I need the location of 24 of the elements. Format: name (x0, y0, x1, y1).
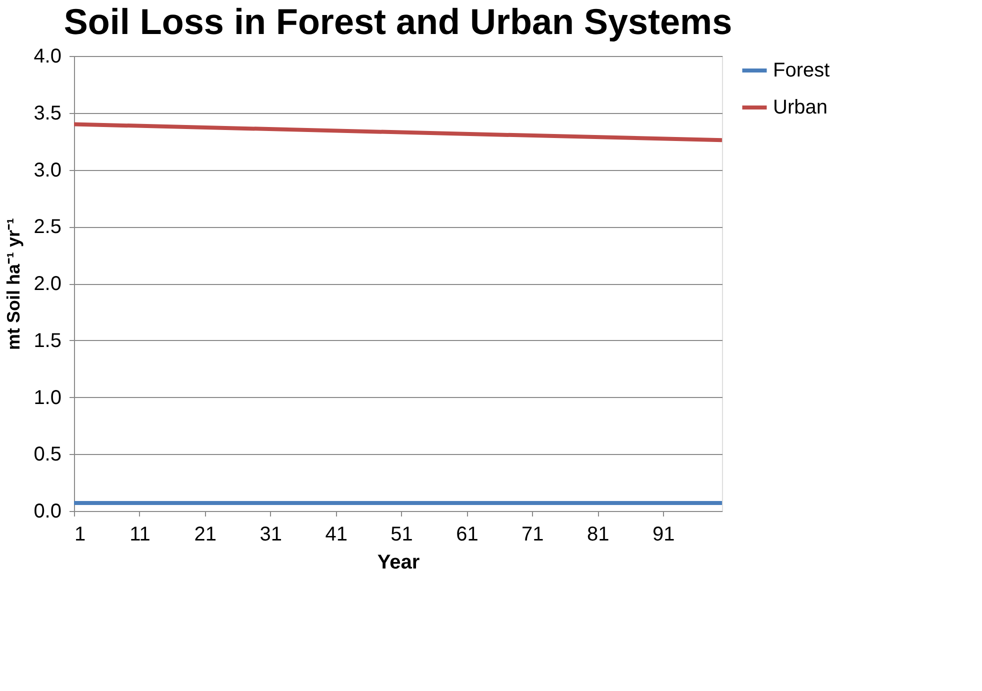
x-tick-label: 71 (522, 524, 544, 546)
legend-label: Urban (773, 96, 828, 118)
y-tick-label: 3.5 (34, 102, 62, 124)
y-tick-label: 0.0 (34, 500, 62, 522)
chart-title: Soil Loss in Forest and Urban Systems (64, 1, 732, 42)
x-tick-label: 51 (390, 524, 413, 546)
x-tick-label: 41 (325, 524, 348, 546)
x-tick-label: 21 (194, 524, 217, 546)
y-tick-label: 2.5 (34, 216, 62, 238)
x-tick-label: 1 (74, 524, 86, 546)
x-tick-label: 11 (130, 524, 150, 546)
x-tick-label: 61 (456, 524, 478, 546)
y-tick-label: 0.5 (34, 444, 62, 466)
x-tick-label: 81 (587, 524, 610, 546)
y-axis-title: mt Soil ha⁻¹ yr⁻¹ (4, 218, 24, 350)
y-tick-label: 2.0 (34, 273, 62, 295)
y-tick-label: 3.0 (34, 159, 62, 182)
y-tick-label: 1.0 (34, 386, 62, 409)
y-tick-label: 4.0 (34, 46, 62, 68)
x-tick-label: 91 (652, 524, 675, 546)
y-tick-label: 1.5 (34, 330, 62, 352)
legend-label: Forest (773, 60, 830, 82)
x-axis-title: Year (377, 552, 420, 574)
x-tick-label: 31 (260, 524, 282, 546)
